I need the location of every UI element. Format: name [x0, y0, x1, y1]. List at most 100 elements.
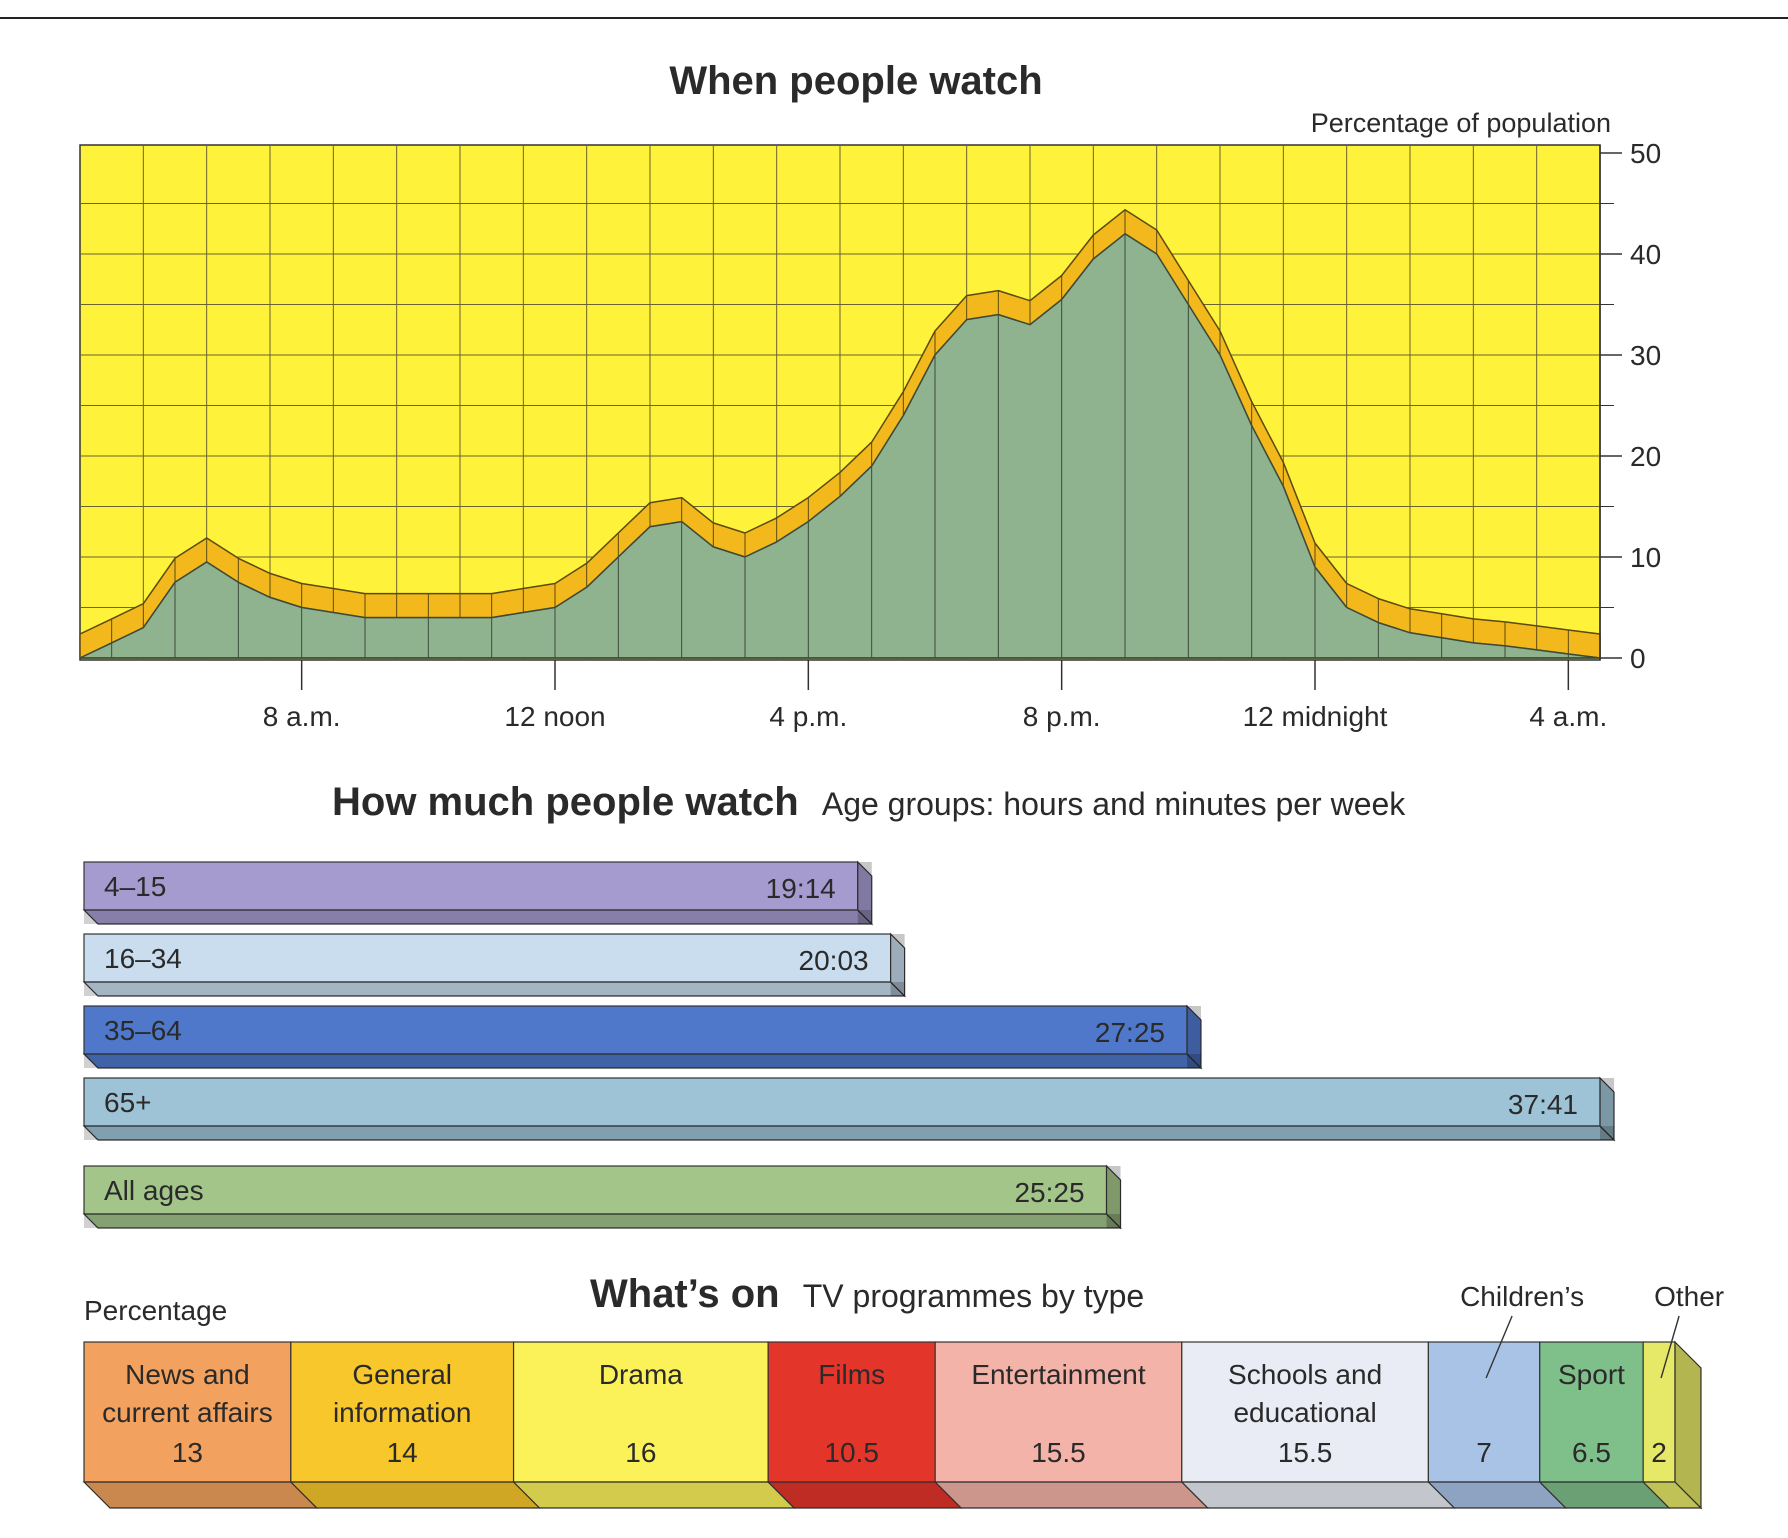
bar: [83, 933, 892, 983]
chart3-heading: What’s on TV programmes by type: [590, 1272, 1144, 1316]
segment-label: Films: [818, 1359, 885, 1390]
segment-group: Drama 16: [512, 1341, 796, 1509]
segment-value-label: 13: [172, 1437, 203, 1468]
stack-side-shade: [1675, 1342, 1701, 1508]
bar-value-label: 25:25: [1014, 1177, 1084, 1208]
bar-side-face: [1105, 1164, 1122, 1230]
segment-value-label: 7: [1476, 1437, 1492, 1468]
segment-bottom-shade: [935, 1482, 1208, 1508]
segment-group: Entertainment 15.5: [933, 1341, 1210, 1509]
callout-leader-line: [1660, 1315, 1680, 1379]
x-tick-label: 4 p.m.: [769, 701, 847, 732]
segment-group: General information 14: [289, 1341, 542, 1509]
chart2-title: How much people watch: [332, 780, 799, 824]
segment-group: Schools and educational 15.5: [1180, 1341, 1456, 1509]
when-people-watch-chart: When people watch Percentage of populati…: [79, 59, 1661, 732]
segment-bottom-shade: [1643, 1482, 1701, 1508]
segment-label: Schools and: [1228, 1359, 1382, 1390]
bar-bottom-shade: [84, 1054, 1201, 1068]
segment: [512, 1341, 769, 1483]
segment: [934, 1341, 1183, 1483]
bar-bottom-shade: [84, 982, 905, 996]
bar-group: 16–34 20:03: [82, 932, 907, 998]
bar-group: 65+ 37:41: [82, 1076, 1616, 1142]
bar-side-face: [857, 860, 873, 926]
segment-bottom-shade: [84, 1482, 317, 1508]
bar-side-shade: [890, 934, 905, 996]
bar-value-label: 20:03: [799, 945, 869, 976]
bar-bottom-shade: [84, 1214, 1121, 1228]
segment-value-label: 14: [387, 1437, 418, 1468]
segment-group: 2 Other: [1641, 1281, 1724, 1509]
segment-label: current affairs: [102, 1397, 273, 1428]
bar-side-face: [1599, 1076, 1615, 1142]
segment-label: General: [352, 1359, 452, 1390]
y-tick-label: 50: [1630, 138, 1661, 169]
x-tick-label: 4 a.m.: [1529, 701, 1607, 732]
segment-value-label: 6.5: [1572, 1437, 1611, 1468]
bar-category-label: 4–15: [104, 871, 166, 902]
segment: [290, 1341, 515, 1483]
programme-type-bars: News and current affairs 13 General informat…: [82, 1281, 1724, 1510]
segment-bottom-shade: [1181, 1482, 1455, 1508]
segment-group: Films 10.5: [766, 1341, 963, 1509]
segment-label: News and: [125, 1359, 250, 1390]
chart3-subtitle: TV programmes by type: [803, 1278, 1144, 1314]
segment-label: Entertainment: [971, 1359, 1146, 1390]
bar-value-label: 19:14: [766, 873, 836, 904]
x-tick-label: 12 midnight: [1243, 701, 1388, 732]
segment-value-label: 15.5: [1278, 1437, 1333, 1468]
bar-side-shade: [857, 862, 872, 924]
y-tick-label: 0: [1630, 643, 1646, 674]
segment-group: News and current affairs 13: [82, 1341, 319, 1509]
segment-bottom-shade: [290, 1482, 540, 1508]
segment-callout-label: Children’s: [1460, 1281, 1584, 1312]
bar-value-label: 27:25: [1095, 1017, 1165, 1048]
segment: [767, 1341, 936, 1483]
bar-group: 35–64 27:25: [82, 1004, 1203, 1070]
bar-side-shade: [1106, 1166, 1121, 1228]
segment-value-label: 2: [1651, 1437, 1667, 1468]
segment-bottom-shade: [1428, 1482, 1566, 1508]
bar-group: 4–15 19:14: [82, 860, 874, 926]
chart2-subtitle: Age groups: hours and minutes per week: [822, 786, 1406, 822]
bar-side-face: [890, 932, 906, 998]
bar-side-face: [1186, 1004, 1202, 1070]
callout-leader-line: [1485, 1315, 1513, 1379]
chart3-title: What’s on: [590, 1272, 780, 1316]
segment: [83, 1341, 292, 1483]
bar-side-shade: [1600, 1078, 1614, 1140]
bar-group: All ages 25:25: [82, 1164, 1122, 1230]
segment: [1642, 1341, 1676, 1483]
bar-side-shade: [1186, 1006, 1201, 1068]
bar: [83, 861, 859, 911]
segment: [1181, 1341, 1429, 1483]
segment-value-label: 10.5: [824, 1437, 879, 1468]
segment-bottom-shade: [1539, 1482, 1670, 1508]
bar-value-label: 37:41: [1508, 1089, 1578, 1120]
y-axis: 0 10 20 30 40 50: [1599, 138, 1661, 674]
bar-category-label: 65+: [104, 1087, 152, 1118]
segment-value-label: 16: [625, 1437, 656, 1468]
bar-category-label: 16–34: [104, 943, 182, 974]
y-tick-label: 10: [1630, 542, 1661, 573]
area-fill: [79, 233, 1601, 659]
bar: [83, 1005, 1188, 1055]
x-tick-label: 8 a.m.: [263, 701, 341, 732]
segment-label: Sport: [1558, 1359, 1625, 1390]
y-tick-label: 30: [1630, 340, 1661, 371]
y-tick-label: 40: [1630, 239, 1661, 270]
segment-bottom-shade: [768, 1482, 962, 1508]
chart2-heading: How much people watch Age groups: hours …: [332, 780, 1406, 824]
chart1-ylabel: Percentage of population: [1311, 108, 1611, 138]
segment-callout-label: Other: [1654, 1281, 1724, 1312]
whats-on-chart: What’s on TV programmes by type Percenta…: [82, 1272, 1724, 1510]
x-tick-label: 8 p.m.: [1023, 701, 1101, 732]
how-much-people-watch-chart: How much people watch Age groups: hours …: [82, 780, 1616, 1230]
age-group-bars: 4–15 19:14 16–34 20:03 35–64 27:25 65+ 37:41 All…: [82, 860, 1616, 1230]
segment-group: Sport 6.5: [1538, 1341, 1671, 1509]
y-tick-label: 20: [1630, 441, 1661, 472]
segment-label: educational: [1233, 1397, 1376, 1428]
segment-bottom-shade: [513, 1482, 795, 1508]
